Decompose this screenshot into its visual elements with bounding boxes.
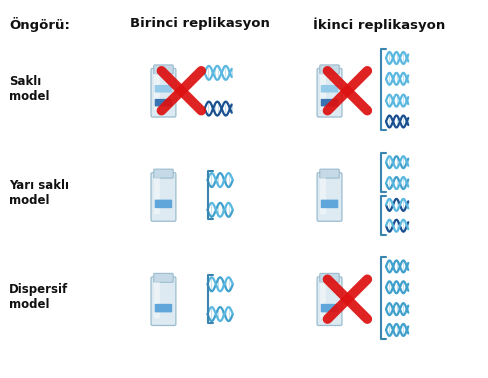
- Text: Öngörü:: Öngörü:: [9, 17, 70, 32]
- Text: Dispersif
model: Dispersif model: [9, 283, 68, 311]
- Text: Birinci replikasyon: Birinci replikasyon: [130, 17, 270, 30]
- Text: İkinci replikasyon: İkinci replikasyon: [312, 17, 445, 32]
- FancyBboxPatch shape: [319, 65, 339, 74]
- FancyBboxPatch shape: [154, 99, 172, 107]
- FancyBboxPatch shape: [151, 277, 176, 325]
- FancyBboxPatch shape: [316, 68, 341, 117]
- FancyBboxPatch shape: [320, 200, 338, 208]
- FancyBboxPatch shape: [320, 99, 338, 107]
- FancyBboxPatch shape: [154, 178, 160, 214]
- FancyBboxPatch shape: [320, 304, 338, 312]
- FancyBboxPatch shape: [316, 173, 341, 221]
- FancyBboxPatch shape: [320, 85, 338, 93]
- FancyBboxPatch shape: [154, 200, 172, 208]
- FancyBboxPatch shape: [154, 304, 172, 312]
- Text: Yarı saklı
model: Yarı saklı model: [9, 179, 69, 207]
- FancyBboxPatch shape: [320, 178, 325, 214]
- FancyBboxPatch shape: [154, 85, 172, 93]
- FancyBboxPatch shape: [316, 277, 341, 325]
- FancyBboxPatch shape: [320, 73, 325, 110]
- FancyBboxPatch shape: [153, 273, 173, 282]
- FancyBboxPatch shape: [320, 282, 325, 319]
- FancyBboxPatch shape: [151, 68, 176, 117]
- FancyBboxPatch shape: [151, 173, 176, 221]
- Text: Saklı
model: Saklı model: [9, 75, 50, 103]
- FancyBboxPatch shape: [154, 282, 160, 319]
- FancyBboxPatch shape: [153, 65, 173, 74]
- FancyBboxPatch shape: [154, 73, 160, 110]
- FancyBboxPatch shape: [319, 273, 339, 282]
- FancyBboxPatch shape: [153, 169, 173, 178]
- FancyBboxPatch shape: [319, 169, 339, 178]
